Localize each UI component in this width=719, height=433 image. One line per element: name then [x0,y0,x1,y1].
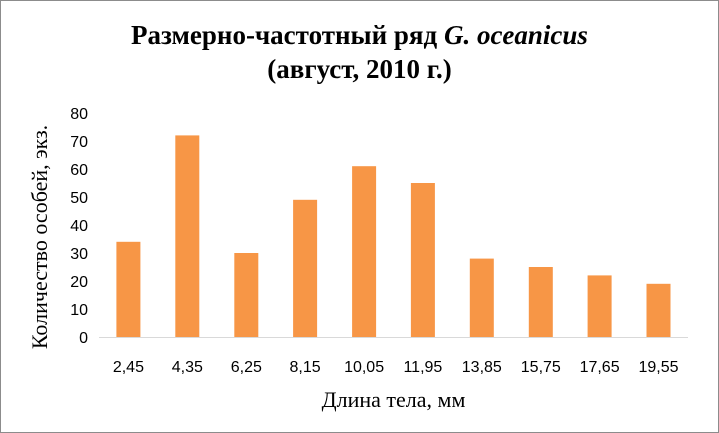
x-tick-label: 13,85 [462,359,502,376]
x-tick-label: 2,45 [113,359,144,376]
y-tick-label: 80 [70,106,88,123]
bar [587,275,612,337]
bar [116,241,141,337]
chart-title-species: G. oceanicus [443,20,588,50]
x-tick-label: 6,25 [231,359,262,376]
y-tick-label: 0 [79,330,88,347]
y-axis-ticks: 0 10 20 30 40 50 60 70 80 [70,106,88,347]
y-tick-label: 70 [70,134,88,151]
bar [352,166,377,337]
x-tick-label: 8,15 [290,359,321,376]
x-axis-title: Длина тела, мм [322,387,466,412]
x-tick-label: 10,05 [344,359,384,376]
bar [175,135,200,337]
bar [293,199,318,337]
x-tick-label: 17,65 [580,359,620,376]
y-axis-title: Количество особей, экз. [27,125,52,349]
y-tick-label: 30 [70,246,88,263]
y-tick-label: 10 [70,302,88,319]
bar [646,283,671,337]
chart-subtitle: (август, 2010 г.) [267,54,452,84]
x-tick-label: 11,95 [403,359,442,376]
x-tick-label: 4,35 [172,359,203,376]
x-axis-categories: 2,45 4,35 6,25 8,15 10,05 11,95 13,85 15,75 17,6… [113,359,679,376]
y-tick-label: 40 [70,218,88,235]
bar [469,258,494,337]
chart-title: Размерно-частотный ряд G. oceanicus (авг… [0,18,719,86]
bar [410,183,435,337]
y-tick-label: 50 [70,190,88,207]
x-tick-label: 19,55 [638,359,678,376]
bars-group [116,135,671,337]
y-tick-label: 20 [70,274,88,291]
x-tick-label: 15,75 [521,359,561,376]
bar [234,253,259,337]
bar [528,267,553,337]
chart-title-main: Размерно-частотный ряд [131,20,438,50]
y-tick-label: 60 [70,162,88,179]
